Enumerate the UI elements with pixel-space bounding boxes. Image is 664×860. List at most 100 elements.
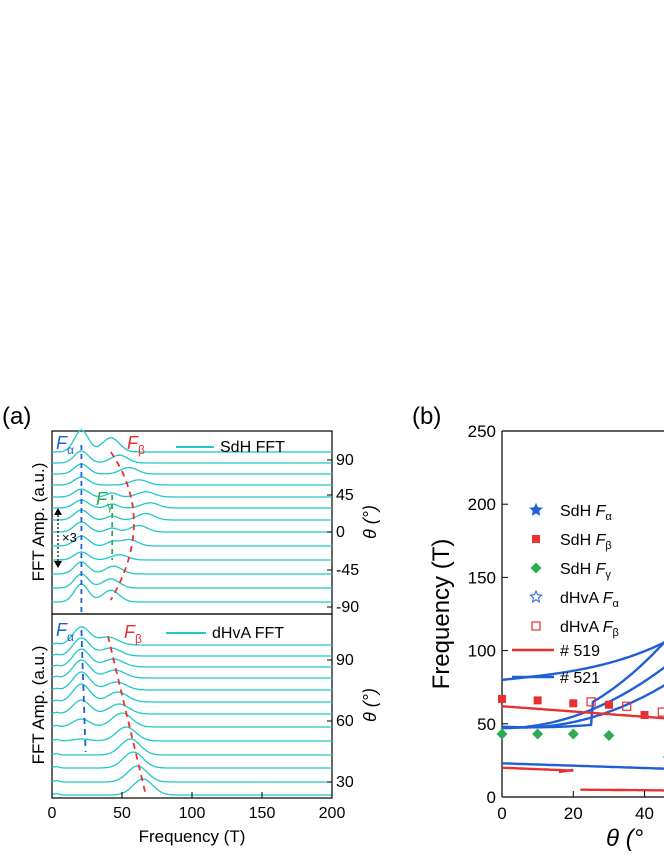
dhva-curve — [51, 699, 332, 715]
y-tick-label: 200 — [468, 495, 496, 514]
data-point — [533, 696, 542, 705]
x-tick-label: 50 — [113, 805, 131, 822]
dhva-fft-curves — [51, 626, 332, 796]
fa-guide-bottom — [80, 629, 87, 753]
legend-line-label: # 521 — [560, 670, 600, 687]
fit-521-rising-3 — [501, 640, 664, 729]
sdh-curve — [52, 551, 332, 561]
x-tick-label: 20 — [564, 804, 583, 823]
right-tick-label: -45 — [336, 562, 359, 579]
x-tick-label: 100 — [179, 805, 206, 822]
legend-label: SdH Fα — [560, 503, 612, 523]
x-tick-label: 150 — [249, 805, 276, 822]
data-point — [532, 728, 544, 740]
y-label-top: FFT Amp. (a.u.) — [29, 463, 48, 582]
dhva-curve — [51, 648, 332, 668]
fit-521-lower — [501, 762, 664, 770]
dhva-curve — [51, 765, 332, 783]
legend-marker — [529, 502, 543, 516]
dhva-curve — [51, 726, 332, 742]
fb-label-bottom: Fβ — [124, 622, 142, 646]
legend-dhva-label: dHvA FFT — [212, 625, 284, 642]
fit-519-low — [501, 766, 574, 772]
fit-519-bottom — [580, 788, 664, 792]
legend-label: SdH Fβ — [560, 532, 612, 552]
fit-521-rising-1 — [502, 666, 664, 730]
sdh-curve — [52, 561, 332, 575]
sdh-curve — [52, 450, 332, 464]
sdh-curve — [52, 476, 332, 486]
sdh-curve — [52, 521, 332, 533]
data-point — [604, 700, 613, 709]
sdh-fft-curves — [52, 429, 332, 603]
sdh-curve — [52, 583, 332, 603]
dhva-curve — [51, 637, 332, 657]
legend-line-label: # 519 — [560, 643, 600, 660]
x-label-a: Frequency (T) — [139, 827, 246, 846]
y-tick-label: 100 — [468, 642, 496, 661]
right-tick-label: -90 — [336, 599, 359, 616]
data-point — [603, 730, 615, 742]
sdh-curve — [52, 573, 332, 589]
legend-label: SdH Fγ — [560, 561, 611, 581]
sdh-curve — [52, 429, 332, 453]
x-tick-label: 200 — [319, 805, 346, 822]
panel-b-legend: SdH Fα SdH Fβ SdH Fγ dHvA Fα dHvA Fβ # 519 # 5… — [512, 503, 619, 687]
data-point — [657, 707, 664, 717]
y-label-b: Frequency (T) — [428, 539, 455, 690]
data-point — [567, 728, 579, 740]
legend-sdh-label: SdH FFT — [220, 439, 285, 456]
panel-a-top-frame — [51, 430, 333, 615]
y-tick-label: 250 — [468, 422, 496, 441]
dhva-curve — [51, 738, 332, 756]
dhva-curve — [51, 626, 332, 646]
panel-a-bottom-frame — [51, 613, 333, 799]
sdh-curve — [52, 488, 332, 498]
right-tick-label: 45 — [336, 487, 354, 504]
sdh-curve — [52, 499, 332, 509]
data-point — [569, 699, 578, 708]
x3-arrow-head-up — [54, 508, 62, 515]
fa-label-bottom: Fα — [56, 620, 74, 644]
data-point — [586, 697, 596, 707]
fb-label-top: Fβ — [127, 433, 145, 457]
sdh-curve — [52, 463, 332, 475]
data-point — [640, 711, 649, 720]
right-label-top: θ (°) — [360, 505, 380, 539]
y-tick-label: 150 — [468, 568, 496, 587]
right-label-bottom: θ (°) — [360, 688, 380, 722]
x-tick-label: 0 — [497, 804, 506, 823]
panel-a-label: (a) — [2, 403, 31, 430]
right-tick-label: 60 — [336, 713, 354, 730]
x-label-b: θ (° — [606, 825, 644, 852]
right-tick-label: 90 — [336, 652, 354, 669]
data-point — [496, 728, 508, 740]
dhva-curve — [51, 751, 332, 769]
right-tick-label: 0 — [336, 524, 345, 541]
dhva-curve — [51, 712, 332, 728]
fb-guide-top — [110, 451, 135, 601]
legend-label: dHvA Fβ — [560, 619, 619, 639]
data-point — [622, 701, 632, 711]
y-tick-label: 0 — [487, 788, 496, 807]
data-point — [498, 694, 506, 703]
panel-b-ticks: 0 50 100 150 200 250 0 20 40 — [468, 422, 654, 823]
panel-b-markers — [496, 502, 664, 758]
panel-a-ticks: 0 50 100 150 200 90 45 0 -45 -90 90 60 30 — [48, 452, 360, 822]
x3-arrow-head-down — [54, 561, 62, 568]
right-tick-label: 30 — [336, 774, 354, 791]
y-tick-label: 50 — [477, 715, 496, 734]
y-label-bottom: FFT Amp. (a.u.) — [29, 646, 48, 765]
dhva-curve — [51, 683, 332, 703]
panel-b-plot: 0 50 100 150 200 250 0 20 40 SdH Fα SdH Fβ SdH Fγ d… — [428, 422, 664, 852]
fit-519-mid — [501, 705, 664, 720]
dhva-curve — [51, 659, 332, 679]
legend-marker — [529, 589, 543, 603]
fa-label-top: Fα — [56, 433, 74, 457]
legend-marker — [531, 621, 541, 631]
legend-marker — [530, 562, 542, 574]
fit-519-stub — [558, 768, 574, 774]
fb-guide-bottom — [107, 635, 147, 796]
